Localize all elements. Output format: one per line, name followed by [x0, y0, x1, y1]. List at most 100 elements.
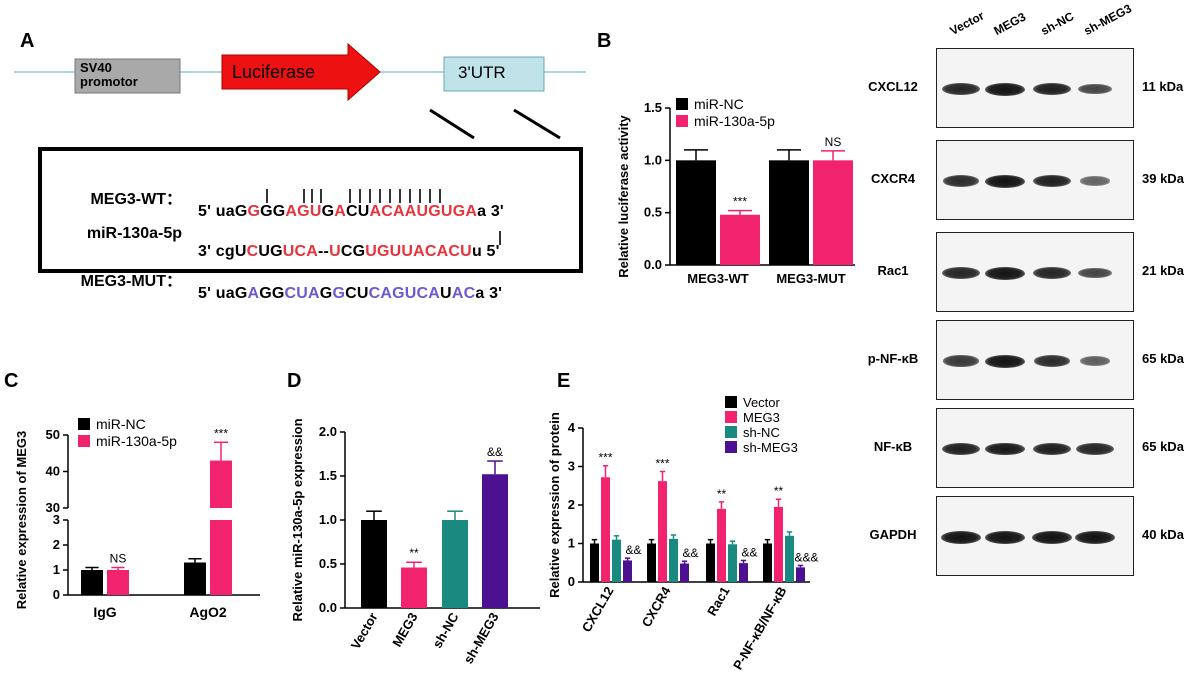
- seq-segment: u 5': [471, 243, 500, 260]
- seq-text: 5' uaGGGGAGUGACUACAAUGUGAa 3': [198, 203, 504, 221]
- seq-row-wt: MEG3-WT： 5' uaGGGGAGUGACUACAAUGUGAa 3': [42, 167, 579, 239]
- protein-band: [1033, 266, 1071, 280]
- bar: [612, 539, 621, 582]
- legend-swatch: [725, 441, 737, 453]
- seq-segment: GG: [259, 285, 285, 302]
- x-tick-label: AgO2: [189, 604, 227, 620]
- legend-swatch: [78, 435, 90, 447]
- zoom-line-right: [513, 108, 561, 140]
- seq-segment: CUA: [284, 285, 320, 302]
- x-tick-label: CXCR4: [639, 583, 674, 629]
- significance-label: **: [717, 487, 727, 501]
- protein-band: [941, 530, 981, 544]
- legend-label: MEG3: [743, 410, 780, 425]
- legend-swatch: [725, 426, 737, 438]
- seq-segment: U: [329, 243, 341, 260]
- x-tick-label: IgG: [93, 604, 116, 620]
- x-tick-label: CXCL12: [579, 584, 617, 635]
- y-tick-label: 1: [568, 536, 575, 551]
- y-tick-label: 1: [53, 562, 60, 577]
- protein-band: [1079, 356, 1111, 366]
- protein-band: [985, 442, 1025, 456]
- legend-label: miR-NC: [694, 96, 744, 112]
- seq-segment: A: [247, 285, 260, 302]
- seq-segment: CU: [346, 203, 370, 220]
- bar: [728, 544, 737, 582]
- promoter-label: SV40 promotor: [80, 60, 138, 89]
- seq-segment: --: [318, 243, 330, 260]
- y-tick-label: 4: [568, 420, 576, 435]
- blot-panel: [936, 496, 1134, 576]
- significance-label: ***: [214, 426, 228, 440]
- blot-protein-label: CXCL12: [868, 79, 918, 94]
- legend-label: sh-NC: [743, 425, 780, 440]
- seq-segment: G: [247, 203, 261, 220]
- blot-protein-label: NF-κB: [873, 439, 913, 454]
- bar: [107, 570, 129, 595]
- significance-label: NS: [110, 552, 127, 566]
- bar: [601, 477, 610, 582]
- blot-panel: [936, 320, 1134, 400]
- bar: [720, 214, 760, 265]
- blot-kda-label: 65 kDa: [1142, 351, 1184, 366]
- bar: [210, 460, 232, 508]
- protein-band: [1078, 267, 1112, 279]
- significance-label: &&: [682, 546, 698, 560]
- seq-text: 5' uaGAGGCUAGGCUCAGUCAUACa 3': [198, 285, 502, 303]
- protein-band: [942, 82, 980, 96]
- legend-swatch: [676, 115, 688, 127]
- significance-label: &&: [625, 543, 641, 557]
- protein-band: [1076, 442, 1114, 456]
- protein-band: [943, 355, 979, 367]
- y-tick-label: 2: [568, 497, 575, 512]
- significance-label: **: [774, 484, 784, 498]
- blot-kda-label: 11 kDa: [1142, 79, 1184, 94]
- y-tick-label: 1.5: [319, 468, 337, 483]
- y-axis-label: Relative miR-130a-5p expression: [290, 418, 305, 621]
- blot-protein-label: GAPDH: [869, 527, 917, 542]
- y-tick-label: 50: [46, 427, 60, 442]
- protein-band: [1032, 442, 1072, 456]
- y-axis-label: Relative expression of MEG3: [14, 431, 29, 609]
- legend-label: sh-MEG3: [743, 440, 798, 455]
- protein-band: [985, 174, 1025, 188]
- seq-segment: CG: [340, 243, 366, 260]
- panel-label-c: C: [4, 370, 19, 392]
- legend-label: miR-130a-5p: [96, 433, 177, 449]
- protein-band: [1032, 174, 1072, 188]
- protein-band: [942, 266, 980, 280]
- seq-text: 3' cgUCUGUCA--UCGUGUUACACUu 5': [198, 243, 500, 261]
- luciferase-arrow: [221, 42, 381, 102]
- chart-c: 0 1 2 330 40 50 IgG AgO2 NS *** Relative expressio…: [14, 416, 260, 620]
- y-tick-label: 0.0: [644, 257, 662, 272]
- legend-swatch: [725, 396, 737, 408]
- protein-band: [1032, 82, 1072, 96]
- bar: [81, 570, 103, 595]
- blot-panel: [936, 232, 1134, 312]
- x-tick-label: MEG3-WT: [687, 271, 748, 286]
- y-tick-label: 1.0: [644, 152, 662, 167]
- bar: [763, 543, 772, 582]
- bar: [785, 535, 794, 582]
- significance-label: &&&: [794, 550, 818, 564]
- bar: [210, 520, 232, 595]
- seq-segment: AGU: [285, 203, 322, 220]
- y-tick-label: 30: [46, 500, 60, 515]
- x-tick-label: P-NF-κB/NF-κB: [730, 584, 790, 672]
- y-tick-label: 2.0: [319, 424, 337, 439]
- seq-row-mut: MEG3-MUT： 5' uaGAGGCUAGGCUCAGUCAUACa 3': [42, 249, 579, 321]
- seq-segment: U: [440, 285, 452, 302]
- seq-name: miR-130a-5p: [86, 225, 182, 242]
- protein-band: [1080, 176, 1110, 186]
- bar: [676, 160, 716, 265]
- chart-b: 0.0 0.5 1.0 1.5 MEG3-WT MEG3-MUT *** NS Relative…: [616, 96, 855, 286]
- x-tick-label: sh-NC: [429, 609, 461, 650]
- bar: [482, 474, 508, 608]
- seq-row-mirna: miR-130a-5p 3' cgUCUGUCA--UCGUGUUACACUu …: [42, 207, 579, 279]
- protein-band: [942, 175, 980, 187]
- seq-segment: G: [321, 203, 335, 220]
- utr-label: 3'UTR: [458, 63, 506, 82]
- y-tick-label: 0: [568, 574, 575, 589]
